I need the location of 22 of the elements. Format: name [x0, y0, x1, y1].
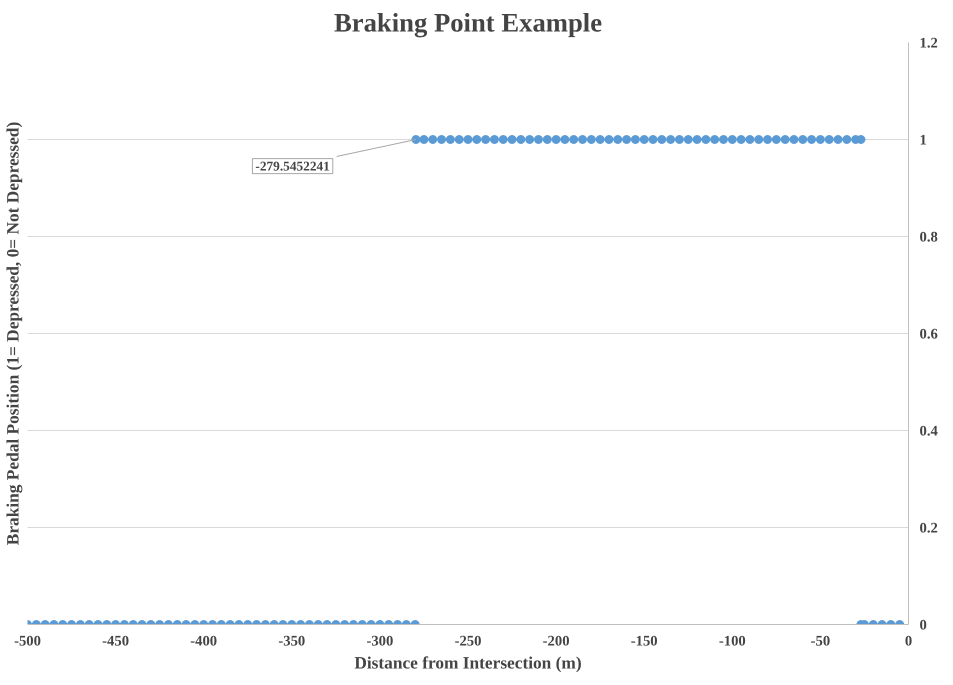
- x-tick-label: -350: [278, 634, 306, 650]
- y-axis-title: Braking Pedal Position (1= Depressed, 0= Not Depressed): [4, 122, 22, 546]
- y-tick-label: 0.2: [920, 520, 938, 536]
- x-tick-label: -250: [454, 634, 482, 650]
- x-tick-label: 0: [904, 634, 912, 650]
- y-tick-label: 1.2: [920, 36, 938, 52]
- y-tick-label: 0.4: [920, 424, 938, 440]
- y-tick-label: 1: [920, 132, 927, 148]
- x-tick-label: -200: [542, 634, 570, 650]
- x-tick-label: -500: [14, 634, 41, 650]
- x-tick-label: -50: [810, 634, 830, 650]
- x-tick-label: -450: [102, 634, 130, 650]
- y-tick-label: 0.8: [920, 230, 938, 246]
- chart-title: Braking Point Example: [334, 8, 602, 38]
- x-axis-title: Distance from Intersection (m): [354, 654, 582, 672]
- x-tick-label: -150: [630, 634, 658, 650]
- y-tick-label: 0: [920, 618, 927, 634]
- y-tick-label: 0.6: [920, 326, 938, 342]
- x-tick-label: -100: [718, 634, 746, 650]
- x-tick-label: -400: [190, 634, 218, 650]
- x-tick-label: -300: [366, 634, 394, 650]
- annotation: -279.5452241: [255, 158, 330, 174]
